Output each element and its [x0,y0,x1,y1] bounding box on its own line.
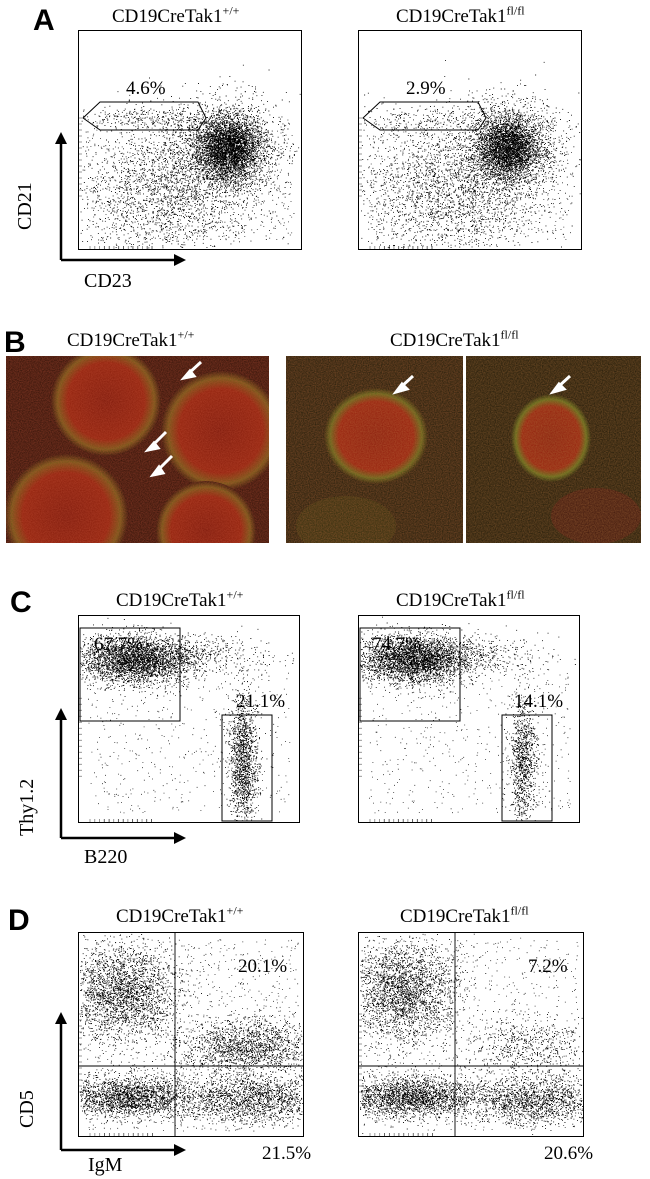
gate-percentage: 4.6% [126,78,166,99]
y-axis-label: Thy1.2 [16,778,38,836]
x-axis-label: CD23 [84,270,132,292]
gate-percentage: 21.1% [236,691,286,712]
flow-plot-d-wt [78,932,304,1137]
gate-percentage: 14.1% [514,691,564,712]
flow-plot-a-wt [78,30,302,250]
microscopy-image-ko-1 [286,356,463,543]
gate-percentage: 74.7% [372,634,422,655]
panel-letter-a: A [33,4,55,37]
axis-arrows-a [55,132,186,266]
x-axis-label: IgM [88,1154,123,1176]
microscopy-image [286,356,463,543]
genotype-label: CD19CreTak1+/+ [112,3,240,27]
microscopy-image-ko-2 [466,356,641,543]
genotype-label: CD19CreTak1+/+ [116,903,244,927]
panel-letter-c: C [10,586,32,619]
flow-plot-d-ko [358,932,584,1137]
genotype-label: CD19CreTak1+/+ [67,327,195,351]
genotype-label: CD19CreTak1fl/fl [396,587,525,611]
axis-arrows-d [55,1012,186,1156]
genotype-label: CD19CreTak1+/+ [116,587,244,611]
axis-arrows-c [55,708,186,844]
quadrant-percentage: 20.6% [544,1143,594,1164]
flow-plot-c-wt [78,615,300,823]
genotype-label: CD19CreTak1fl/fl [390,327,519,351]
quadrant-percentage: 7.2% [528,956,568,977]
x-axis-label: B220 [84,846,128,868]
panel-letter-b: B [4,326,26,359]
genotype-label: CD19CreTak1fl/fl [400,903,529,927]
gate-percentage: 67.7% [94,634,144,655]
flow-plot-c-ko [358,615,580,823]
quadrant-percentage: 21.5% [262,1143,312,1164]
y-axis-label: CD21 [14,182,36,230]
microscopy-image [6,356,269,543]
y-axis-label: CD5 [16,1090,38,1128]
microscopy-image [466,356,641,543]
gate-percentage: 2.9% [406,78,446,99]
panel-letter-d: D [8,904,30,937]
genotype-label: CD19CreTak1fl/fl [396,3,525,27]
quadrant-percentage: 20.1% [238,956,288,977]
microscopy-image-wt [6,356,269,543]
flow-plot-a-ko [358,30,582,250]
